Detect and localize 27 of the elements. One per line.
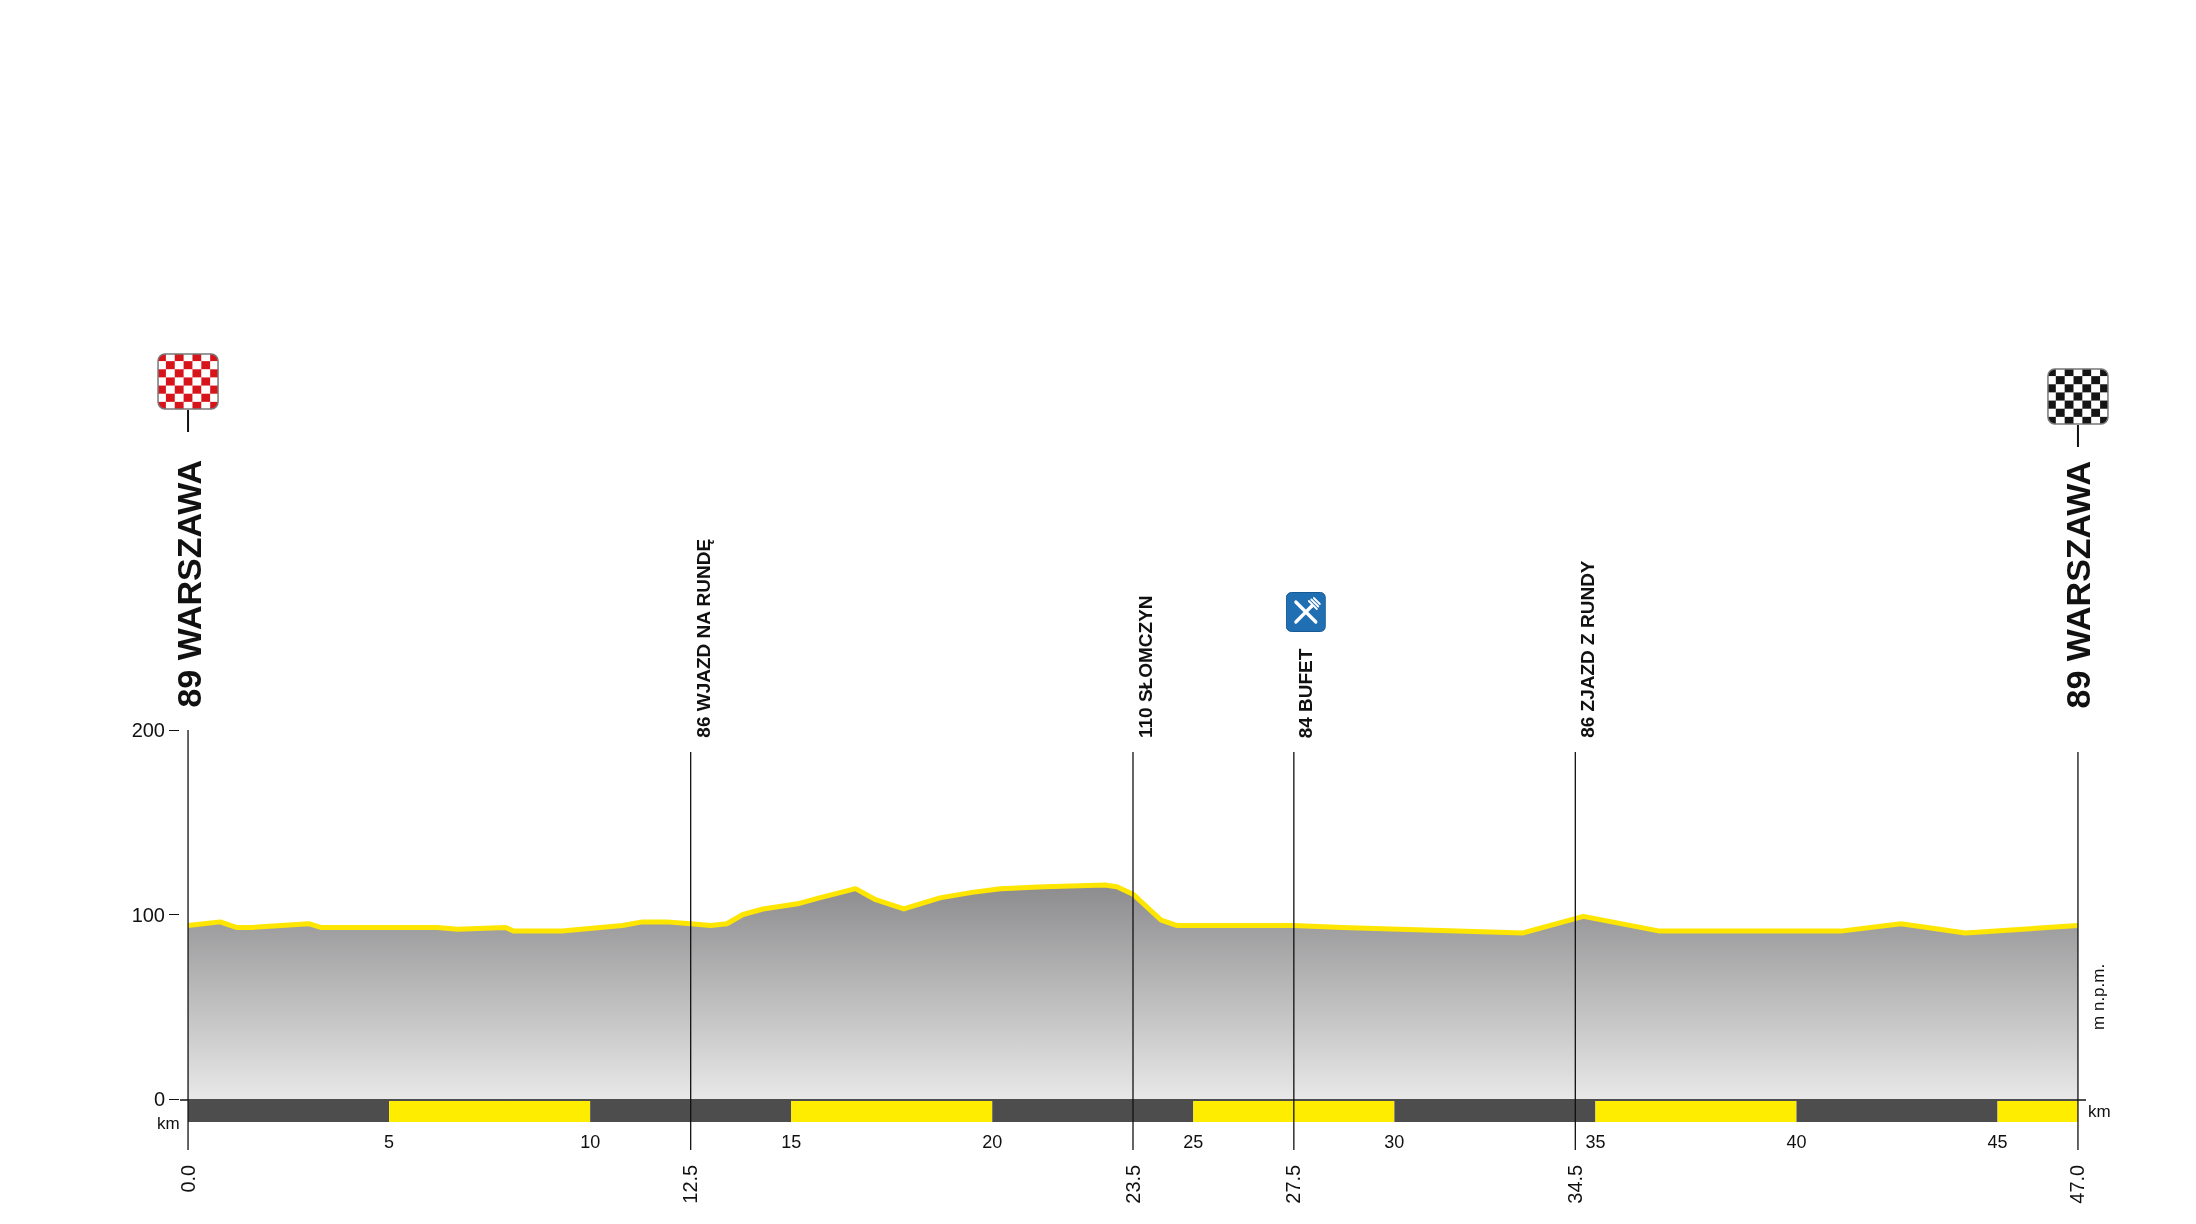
ref-line-label: 110 SŁOMCZYN (1135, 595, 1156, 738)
y-tick-label: 0 (153, 1088, 165, 1110)
x2-tick-label: 20 (982, 1132, 1003, 1153)
x2-tick-label: 30 (1384, 1132, 1405, 1153)
ref-line-label: 89 WARSZAWA (2059, 460, 2098, 709)
y-tick-label: 100 (131, 903, 165, 926)
x2-tick-label: 10 (580, 1132, 601, 1153)
ref-line-label: 86 WJAZD NA RUNDĘ (692, 538, 714, 738)
text: km (157, 1114, 180, 1133)
x-tick-label: 34.5 (1563, 1164, 1586, 1204)
y-tick-label: 200 (131, 719, 165, 741)
x2-tick-label: 45 (1987, 1132, 2008, 1153)
x-tick-label: 0.0 (176, 1164, 199, 1193)
x2-axis-title: km (2088, 1102, 2111, 1121)
ref-line-label: 86 ZJAZD Z RUNDY (1576, 560, 1598, 738)
x-tick-label: 47.0 (2066, 1164, 2089, 1204)
x2-tick-label: 5 (384, 1132, 395, 1153)
x-tick-label: 23.5 (1121, 1164, 1144, 1204)
x2-tick-label: 40 (1786, 1132, 1807, 1153)
x-tick-label: 27.5 (1282, 1164, 1305, 1204)
ref-line-label: 84 BUFET (1295, 648, 1317, 739)
x2-tick-label: 25 (1183, 1132, 1204, 1153)
x2-tick-label: 15 (781, 1132, 802, 1153)
x-tick-label: 12.5 (679, 1164, 702, 1204)
ref-line-label: 89 WARSZAWA (169, 460, 208, 708)
y-axis-title: m n.p.m. (2088, 963, 2108, 1030)
x2-tick-label: 35 (1585, 1132, 1606, 1153)
